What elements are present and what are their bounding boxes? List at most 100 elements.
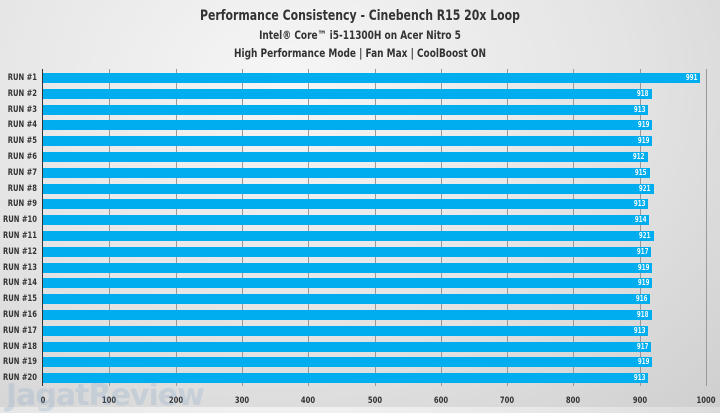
bar: 919 [43,357,653,368]
bar-row: 913 [43,325,706,336]
bar-value-label: 913 [633,104,646,114]
bar-row: 917 [43,341,706,352]
bar-value-label: 917 [636,246,648,256]
bar-row: 913 [43,373,706,384]
bar-value-label: 918 [637,88,649,98]
chart-subtitle-1: Intel® Core™ i5-11300H on Acer Nitro 5 [259,28,461,42]
bar: 913 [43,373,649,384]
y-axis-label: RUN #9 [7,199,37,210]
bar: 991 [43,73,701,83]
bar-row: 912 [43,152,706,162]
bar: 919 [43,136,653,147]
y-axis-label: RUN #2 [7,88,37,99]
x-tick-label: 800 [566,396,581,406]
gridline [241,69,243,386]
bar-row: 921 [43,231,706,241]
bar-value-label: 919 [637,262,650,272]
bar-value-label: 913 [633,373,646,383]
bar-row: 913 [43,199,706,210]
y-axis-line [42,69,43,386]
gridline [440,69,442,386]
gridline [109,69,111,386]
x-tick-label: 600 [433,396,448,406]
bar: 913 [43,199,649,210]
gridline [706,69,707,386]
x-tick-label: 500 [367,396,382,406]
y-axis-label: RUN #13 [3,262,37,273]
x-tick-label: 300 [234,396,249,406]
bar: 916 [43,294,651,305]
bar-row: 919 [43,357,706,368]
bar: 918 [43,88,652,99]
gridline [175,69,177,386]
bar: 914 [43,215,649,226]
bar: 919 [43,278,653,289]
bar-value-label: 918 [637,310,649,319]
x-tick-label: 900 [632,396,647,406]
bar-value-label: 913 [633,325,646,335]
bar-row: 914 [43,215,706,226]
chart-title-block: Performance Consistency - Cinebench R15 … [0,6,720,62]
gridline [374,69,376,386]
bar: 917 [43,341,651,352]
bar: 919 [43,120,653,131]
bar-row: 917 [43,246,706,257]
y-axis-label: RUN #12 [3,246,37,257]
bar-row: 919 [43,136,706,147]
bar-row: 991 [43,73,706,83]
bar: 913 [43,104,649,115]
bar-value-label: 919 [637,357,650,367]
y-axis-label: RUN #5 [7,136,37,147]
y-axis-label: RUN #10 [3,215,37,226]
x-tick-label: 700 [499,396,515,406]
y-axis-label: RUN #17 [3,325,37,336]
bar-row: 921 [43,183,706,194]
bar-row: 919 [43,278,706,289]
bar-row: 913 [43,104,706,115]
gridline [308,69,310,386]
gridline [507,69,509,386]
x-tick-label: 400 [301,396,316,406]
bar: 918 [43,310,652,320]
chart-subtitle-2: High Performance Mode | Fan Max | CoolBo… [234,46,486,60]
gridline [639,69,641,386]
y-axis-label: RUN #20 [3,373,37,384]
y-axis-label: RUN #14 [3,278,37,289]
bar-row: 918 [43,88,706,99]
y-axis-label: RUN #11 [3,231,37,241]
bar: 921 [43,231,654,241]
gridline [573,69,575,386]
y-axis-label: RUN #3 [7,104,37,115]
bar: 917 [43,246,651,257]
y-axis-label: RUN #19 [3,357,37,368]
watermark: JagatReview [6,378,205,413]
y-axis-label: RUN #8 [7,183,37,194]
x-tick-label: 1000 [696,396,716,406]
bar-value-label: 921 [639,231,651,240]
bar-value-label: 913 [633,199,646,209]
y-axis-label: RUN #1 [7,73,37,83]
bar-value-label: 917 [636,341,648,351]
bar-value-label: 915 [635,167,647,177]
plot-area: 991 918 913 919 919 912 915 921 913 914 921 917 919 9… [43,69,707,386]
bar-value-label: 916 [635,294,648,304]
bar-value-label: 919 [637,278,650,288]
bar-row: 915 [43,167,706,178]
x-tick-label: 100 [102,396,117,406]
y-axis-label: RUN #15 [3,294,37,305]
x-tick-label: 200 [168,396,183,406]
bar: 921 [43,183,654,194]
bar-row: 919 [43,262,706,273]
bar: 915 [43,167,650,178]
bar-row: 919 [43,120,706,131]
x-tick-label: 0 [40,396,46,406]
bar-value-label: 914 [634,215,646,225]
bar-value-label: 921 [639,183,651,193]
bar-value-label: 912 [633,152,645,161]
bar-value-label: 919 [637,136,650,146]
bar-row: 916 [43,294,706,305]
bar-value-label: 919 [637,120,650,130]
chart-title: Performance Consistency - Cinebench R15 … [199,8,520,24]
bar: 912 [43,152,648,162]
y-axis-label: RUN #16 [3,310,37,320]
